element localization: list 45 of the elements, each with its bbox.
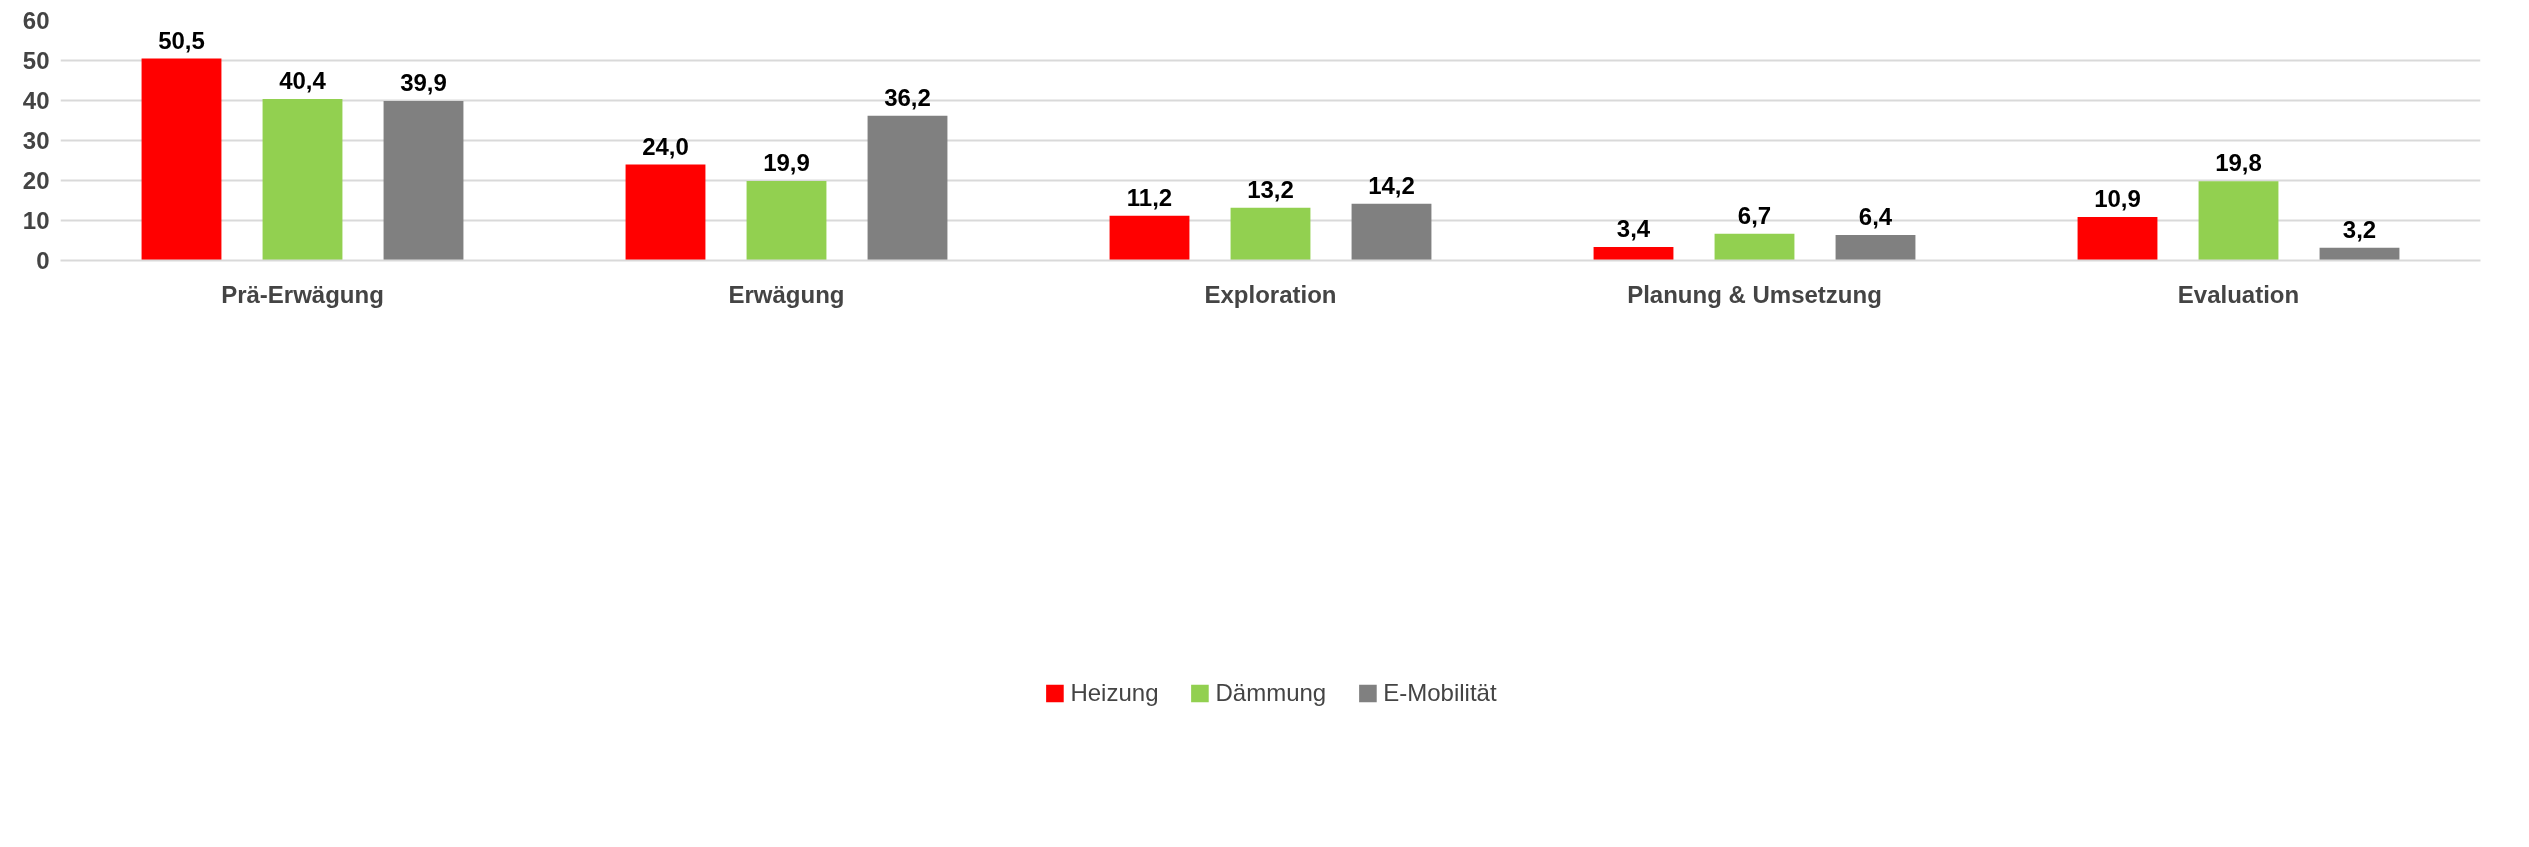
x-tick-label: Planung & Umsetzung (1627, 280, 1882, 308)
bar (383, 100, 464, 261)
bar (1230, 207, 1311, 261)
data-label: 50,5 (158, 26, 205, 54)
y-tick-label: 60 (22, 7, 50, 34)
data-label: 40,4 (279, 66, 327, 94)
bar (2319, 247, 2400, 261)
x-tick-label: Erwägung (728, 280, 845, 308)
y-tick-label: 10 (22, 207, 50, 234)
bar (1835, 234, 1916, 261)
bar (1351, 203, 1432, 261)
data-label: 19,9 (763, 148, 810, 176)
data-label: 24,0 (642, 132, 689, 160)
data-label: 13,2 (1247, 175, 1294, 203)
bar (1714, 233, 1795, 261)
legend-label: Heizung (1070, 679, 1159, 707)
data-label: 36,2 (884, 83, 931, 111)
bar (2077, 216, 2158, 261)
legend-label: E-Mobilität (1383, 679, 1497, 707)
data-label: 6,7 (1737, 201, 1772, 229)
legend-label: Dämmung (1215, 679, 1327, 707)
data-label: 39,9 (400, 68, 447, 96)
x-tick-label: Evaluation (2177, 280, 2300, 308)
y-tick-label: 20 (22, 167, 50, 194)
data-label: 10,9 (2094, 184, 2141, 212)
bar (746, 180, 827, 261)
bar (141, 58, 222, 261)
data-label: 11,2 (1126, 183, 1173, 211)
bar (867, 115, 948, 261)
data-label: 3,2 (2342, 215, 2377, 243)
y-tick-label: 30 (22, 127, 50, 154)
bar (625, 164, 706, 261)
data-label: 14,2 (1368, 171, 1415, 199)
x-tick-label: Prä-Erwägung (221, 280, 384, 308)
y-tick-label: 40 (22, 87, 50, 114)
y-tick-label: 50 (22, 47, 50, 74)
data-label: 6,4 (1858, 202, 1893, 230)
y-tick-label: 0 (36, 247, 50, 274)
bar (1593, 246, 1674, 261)
data-label: 19,8 (2215, 149, 2262, 177)
bar (262, 98, 343, 261)
x-tick-label: Exploration (1204, 280, 1337, 308)
bar (2198, 181, 2279, 261)
data-label: 3,4 (1616, 214, 1651, 242)
bar (1109, 215, 1190, 261)
